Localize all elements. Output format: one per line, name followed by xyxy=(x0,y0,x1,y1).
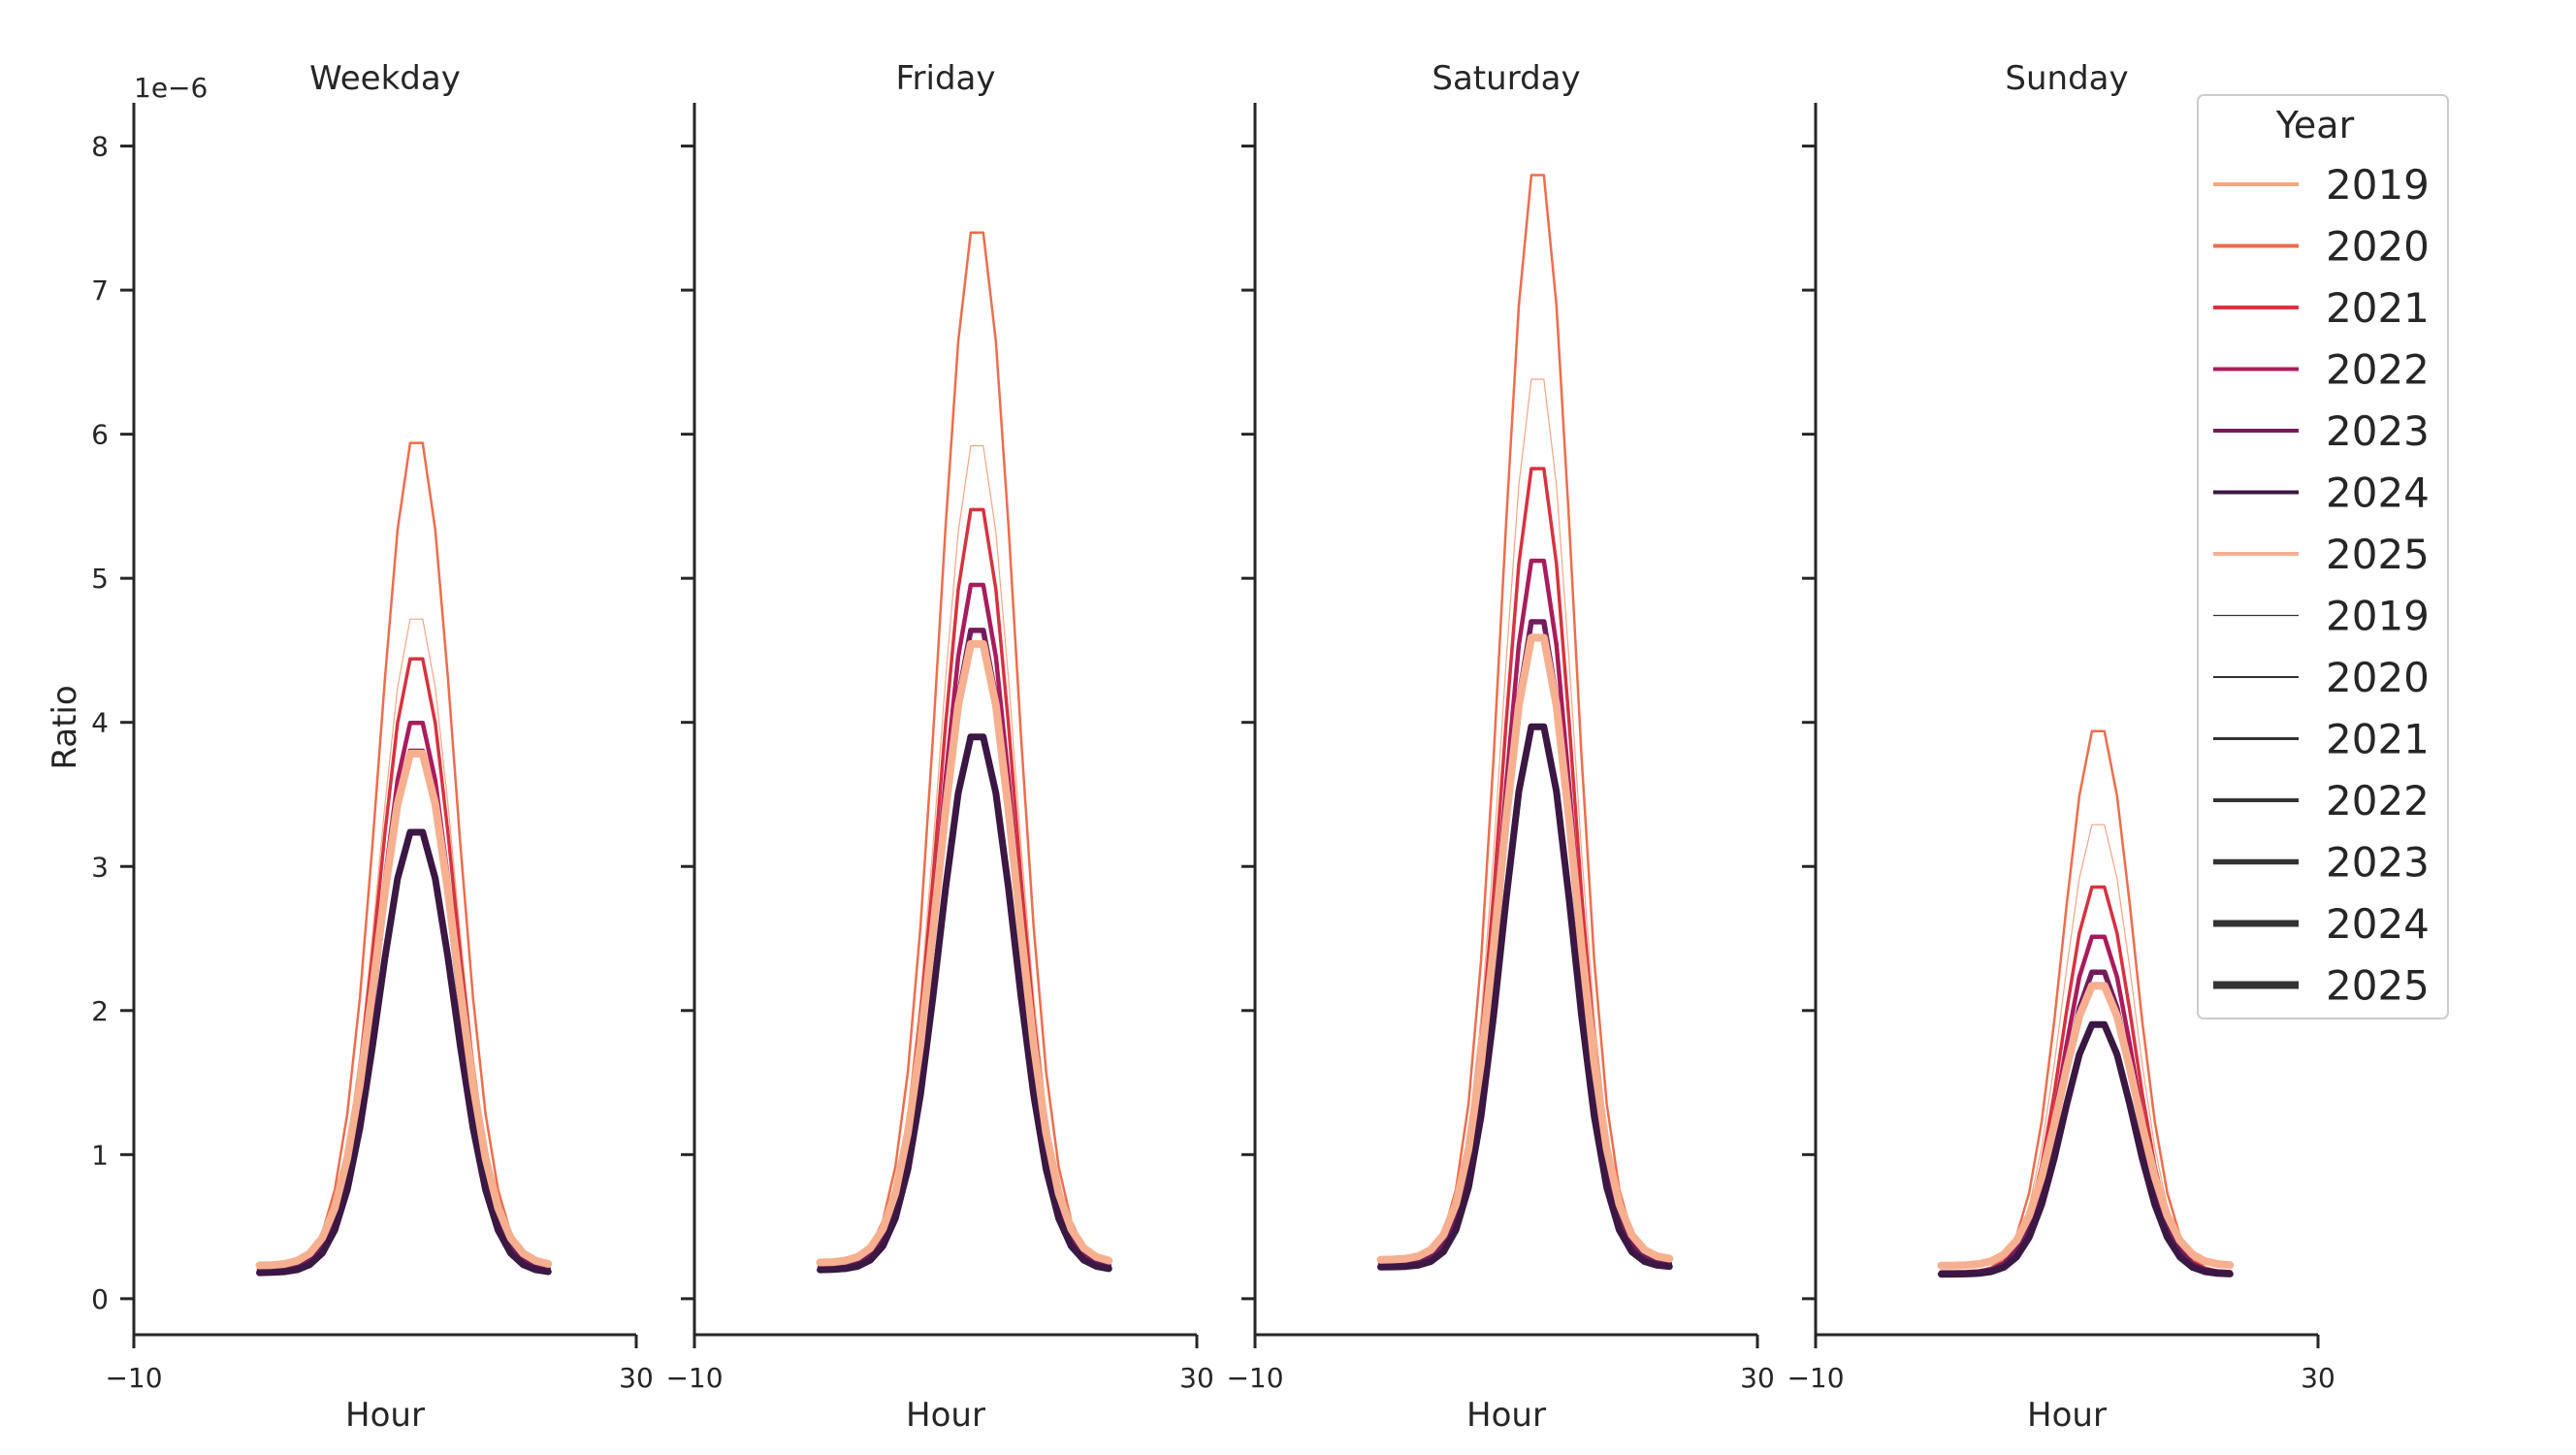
series-line-2023 xyxy=(256,748,552,1273)
series-line-2024 xyxy=(1377,723,1673,1271)
y-tick-label: 6 xyxy=(91,419,109,451)
y-tick-label: 3 xyxy=(91,851,109,883)
legend-box xyxy=(2197,94,2449,1019)
legend-label: 2023 xyxy=(2326,839,2430,887)
legend-label: 2019 xyxy=(2326,161,2430,209)
series-line-2019 xyxy=(1940,824,2231,1274)
series-line-2023 xyxy=(1938,969,2234,1276)
x-axis-title: Hour xyxy=(906,1396,985,1435)
legend-label: 2021 xyxy=(2326,284,2430,332)
panel-saturday: Saturday −10 30 Hour xyxy=(1226,59,1774,1435)
legend-label: 2019 xyxy=(2326,593,2430,640)
y-tick-label: 8 xyxy=(91,131,109,163)
legend-title: Year xyxy=(2275,104,2355,146)
y-offset-label: 1e−6 xyxy=(134,72,208,104)
series-line-2024 xyxy=(256,828,552,1277)
x-tick-label: −10 xyxy=(105,1362,162,1394)
series-line-2025 xyxy=(1376,633,1674,1264)
x-tick-label: −10 xyxy=(1787,1362,1844,1394)
panel-weekday: Weekday 0 1 2 3 4 5 6 7 8 −10 30 Hour xyxy=(91,59,654,1435)
y-axis-title: Ratio xyxy=(46,685,84,769)
x-axis-title: Hour xyxy=(2027,1396,2107,1435)
panel-friday: Friday −10 30 Hour xyxy=(665,59,1213,1435)
x-axis-title: Hour xyxy=(1466,1396,1546,1435)
y-tick-label: 1 xyxy=(91,1139,109,1171)
series-line-2020 xyxy=(1379,174,1671,1266)
y-tick-label: 0 xyxy=(91,1283,109,1315)
panels: Weekday 0 1 2 3 4 5 6 7 8 −10 30 Hour Friday −10 30 Hour… xyxy=(91,59,2335,1435)
series-line-2024 xyxy=(1938,1020,2234,1278)
legend-label: 2025 xyxy=(2326,531,2430,578)
series-line-2019 xyxy=(258,618,549,1271)
panel-title: Weekday xyxy=(309,59,461,98)
series-line-2022 xyxy=(257,720,551,1273)
series-line-2023 xyxy=(817,628,1112,1270)
series-line-2025 xyxy=(255,749,553,1270)
series-line-2020 xyxy=(819,231,1111,1269)
x-tick-label: 30 xyxy=(1179,1362,1214,1394)
y-tick-label: 4 xyxy=(91,707,109,739)
x-tick-label: 30 xyxy=(619,1362,654,1394)
legend-label: 2024 xyxy=(2326,469,2430,517)
panel-sunday: Sunday −10 30 Hour xyxy=(1787,59,2334,1435)
panel-title: Saturday xyxy=(1432,59,1580,98)
legend-label: 2021 xyxy=(2326,716,2430,763)
panel-title: Sunday xyxy=(2005,59,2128,98)
y-tick-label: 5 xyxy=(91,563,109,595)
x-tick-label: 30 xyxy=(1740,1362,1775,1394)
legend-label: 2020 xyxy=(2326,654,2430,701)
series-line-2019 xyxy=(819,444,1110,1268)
x-tick-label: −10 xyxy=(1226,1362,1283,1394)
y-tick-label: 7 xyxy=(91,275,109,307)
series-line-2025 xyxy=(1937,982,2235,1270)
legend-label: 2022 xyxy=(2326,777,2430,824)
legend-label: 2023 xyxy=(2326,407,2430,455)
legend: Year 2019 2020 2021 2022 2023 2024 2025 2019 2020… xyxy=(2197,94,2449,1019)
x-axis-title: Hour xyxy=(345,1396,425,1435)
legend-label: 2022 xyxy=(2326,346,2430,394)
series-line-2021 xyxy=(1378,467,1672,1266)
legend-label: 2025 xyxy=(2326,962,2430,1010)
series-line-2025 xyxy=(816,639,1113,1267)
panel-title: Friday xyxy=(895,59,995,98)
series-line-2021 xyxy=(1939,885,2233,1275)
series-line-2023 xyxy=(1377,619,1673,1267)
x-tick-label: −10 xyxy=(665,1362,723,1394)
y-tick-label: 2 xyxy=(91,995,109,1027)
x-tick-label: 30 xyxy=(2301,1362,2335,1394)
legend-label: 2020 xyxy=(2326,223,2430,271)
legend-label: 2024 xyxy=(2326,900,2430,948)
series-line-2024 xyxy=(817,733,1112,1274)
